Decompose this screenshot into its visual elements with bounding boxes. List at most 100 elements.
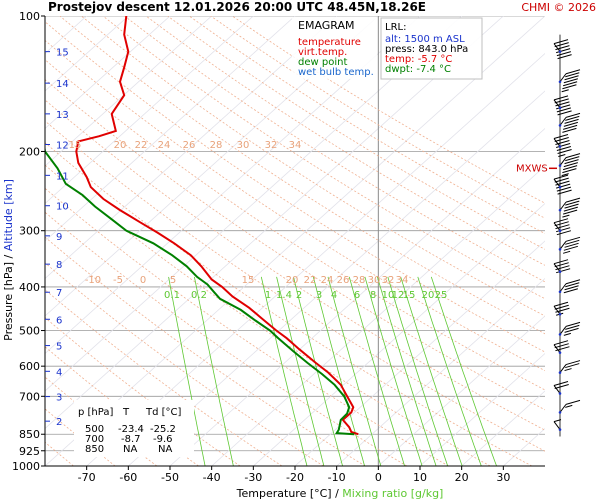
wind-barb-feather bbox=[556, 48, 571, 54]
mixing-ratio-line bbox=[327, 276, 382, 466]
y-tick-label: 400 bbox=[19, 281, 40, 294]
wind-station-dot bbox=[558, 106, 562, 110]
lrl-info-box: LRL: alt: 1500 m ASL press: 843.0 hPa te… bbox=[380, 17, 483, 80]
wind-barb-shaft bbox=[553, 344, 561, 353]
wind-barb-shaft bbox=[559, 326, 567, 335]
table-header-td: Td [°C] bbox=[145, 407, 182, 418]
wind-barb-half-feather bbox=[562, 214, 570, 218]
dry-adiabat-label: 34 bbox=[396, 275, 409, 286]
wind-barb bbox=[558, 360, 581, 374]
altitude-tick-label: 7 bbox=[56, 288, 62, 299]
isotherm-line bbox=[86, 52, 545, 466]
mixing-ratio-line bbox=[387, 276, 449, 466]
dry-adiabat bbox=[81, 16, 545, 317]
mixing-ratio-line bbox=[276, 276, 325, 466]
mixing-ratio-line bbox=[293, 276, 343, 466]
mixing-ratio-line bbox=[348, 276, 405, 466]
wind-barb bbox=[553, 134, 572, 157]
wind-barb-feather bbox=[562, 127, 577, 133]
y-axis-label-altitude: Altitude [km] bbox=[2, 179, 15, 251]
wind-barb-feather bbox=[553, 340, 569, 346]
altitude-tick-label: 8 bbox=[56, 260, 62, 271]
wind-barb bbox=[558, 153, 581, 177]
wind-barb-feather bbox=[564, 285, 579, 291]
profile-series-layer bbox=[45, 16, 359, 436]
mixing-ratio-label: 2 bbox=[296, 290, 302, 301]
dry-adiabat-label: 15 bbox=[242, 275, 255, 286]
legend-item-virt-temp: virt.temp. bbox=[298, 47, 347, 58]
wind-station-dot bbox=[558, 124, 562, 127]
altitude-tick-label: 9 bbox=[56, 232, 62, 243]
table-row-p: 850 bbox=[85, 444, 104, 455]
wind-barb bbox=[553, 419, 562, 431]
wind-station-dot bbox=[558, 371, 562, 374]
dry-adiabat-label: 26 bbox=[183, 140, 196, 151]
isotherm-line bbox=[461, 390, 545, 466]
isotherm-line bbox=[45, 16, 171, 130]
mixing-ratio-label: 12 bbox=[392, 290, 405, 301]
dry-adiabat-label: 24 bbox=[321, 275, 334, 286]
guide-label-layer: 15 20 22 24 26 28 30 32 34-10 -5 0 5 15 20 22 24 26 28 30 3… bbox=[69, 140, 448, 301]
wind-barb-feather bbox=[553, 39, 569, 45]
y-tick-label: 925 bbox=[19, 445, 40, 458]
wind-barb-half-feather bbox=[558, 154, 566, 157]
legend-item-dew-point: dew point bbox=[298, 57, 347, 68]
wind-barb-feather bbox=[564, 203, 579, 209]
dry-adiabat-label: 26 bbox=[337, 275, 350, 286]
wind-barb-feather bbox=[565, 399, 581, 405]
wind-barb-shaft bbox=[559, 404, 567, 413]
mixing-ratio-line bbox=[417, 276, 482, 466]
isotherm-line bbox=[169, 127, 545, 466]
altitude-tick-label: 5 bbox=[56, 342, 62, 353]
wind-barb-feather bbox=[565, 197, 581, 203]
wind-barb-feather bbox=[555, 140, 570, 145]
legend-item-temperature: temperature bbox=[298, 37, 361, 48]
wind-barb-shaft bbox=[553, 263, 561, 272]
wind-barb-feather bbox=[555, 180, 570, 186]
wind-barb-feather bbox=[565, 112, 581, 118]
mxws-label: MXWS bbox=[516, 163, 548, 174]
wind-barb bbox=[558, 279, 581, 294]
mixing-ratio-label: 4 bbox=[331, 290, 337, 301]
y-tick-label: 600 bbox=[19, 360, 40, 373]
wind-barb-feather bbox=[563, 245, 578, 251]
wind-barb-feather bbox=[556, 268, 571, 274]
lrl-alt: alt: 1500 m ASL bbox=[385, 34, 465, 45]
wind-barb-feather bbox=[554, 137, 569, 142]
wind-barb-shaft bbox=[559, 117, 567, 126]
wind-barb-feather bbox=[554, 177, 569, 183]
mixing-ratio-line bbox=[400, 276, 463, 466]
wind-barb-feather bbox=[555, 346, 570, 352]
wind-barb-shaft bbox=[553, 385, 561, 394]
wind-barb-feather bbox=[557, 149, 572, 154]
wind-barb-shaft bbox=[559, 364, 567, 373]
wind-barb-shaft bbox=[559, 73, 567, 83]
x-tick-label: 0 bbox=[375, 471, 382, 484]
wind-barb-feather bbox=[556, 143, 571, 148]
table-header-p: p [hPa] bbox=[78, 407, 113, 418]
wind-barb-feather bbox=[556, 107, 572, 113]
wind-barb-feather bbox=[554, 343, 569, 349]
wind-barb bbox=[553, 340, 570, 354]
wind-barb-feather bbox=[555, 45, 570, 51]
altitude-tick-label: 15 bbox=[56, 48, 69, 59]
wind-station-dot bbox=[558, 290, 562, 294]
mixing-ratio-label: 1.4 bbox=[276, 290, 292, 301]
lrl-temp: temp: -5.7 °C bbox=[385, 54, 452, 65]
wind-station-dot bbox=[558, 333, 562, 336]
chart-title: Prostejov descent 12.01.2026 20:00 UTC 4… bbox=[48, 0, 426, 14]
x-axis-label-temperature: Temperature [°C] / bbox=[236, 487, 343, 500]
dry-adiabat-label: 30 bbox=[237, 140, 250, 151]
wind-barb-feather bbox=[556, 51, 572, 57]
mixing-ratio-label: 20 bbox=[422, 290, 435, 301]
x-tick-label: -70 bbox=[78, 471, 96, 484]
mixing-ratio-line bbox=[260, 276, 308, 466]
wind-barb-feather bbox=[565, 153, 581, 159]
wind-barb-feather bbox=[555, 265, 570, 271]
isotherm-line bbox=[45, 16, 545, 466]
dry-adiabat-label: 28 bbox=[210, 140, 223, 151]
wind-barb-feather bbox=[554, 304, 569, 310]
altitude-tick-label: 14 bbox=[56, 79, 69, 90]
y-tick-label: 850 bbox=[19, 428, 40, 441]
dry-adiabat bbox=[45, 79, 545, 411]
